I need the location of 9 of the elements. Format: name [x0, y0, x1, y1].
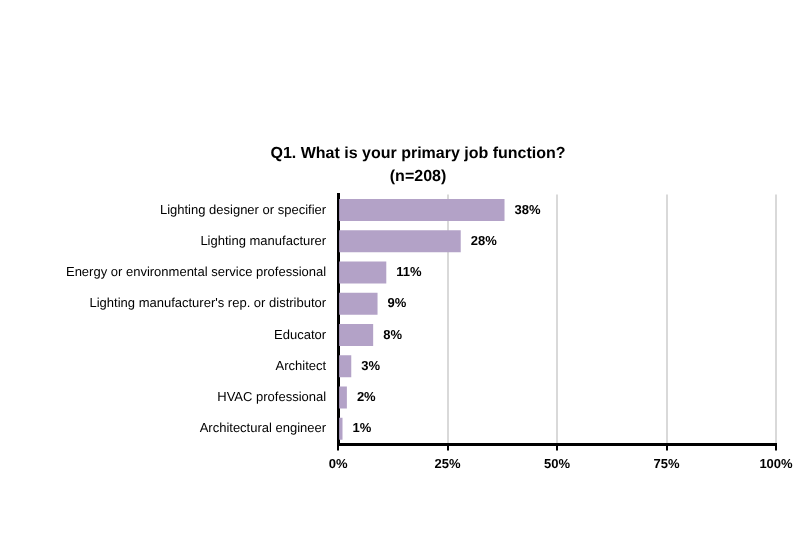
bar: [339, 355, 352, 378]
bar: [339, 386, 347, 409]
bar: [339, 261, 387, 284]
bar: [339, 324, 374, 346]
bar: [339, 199, 505, 221]
chart-subtitle: (n=208): [389, 167, 447, 186]
chart-title: Q1. What is your primary job function?: [270, 144, 566, 163]
bar: [339, 230, 461, 253]
bar: [339, 292, 378, 315]
